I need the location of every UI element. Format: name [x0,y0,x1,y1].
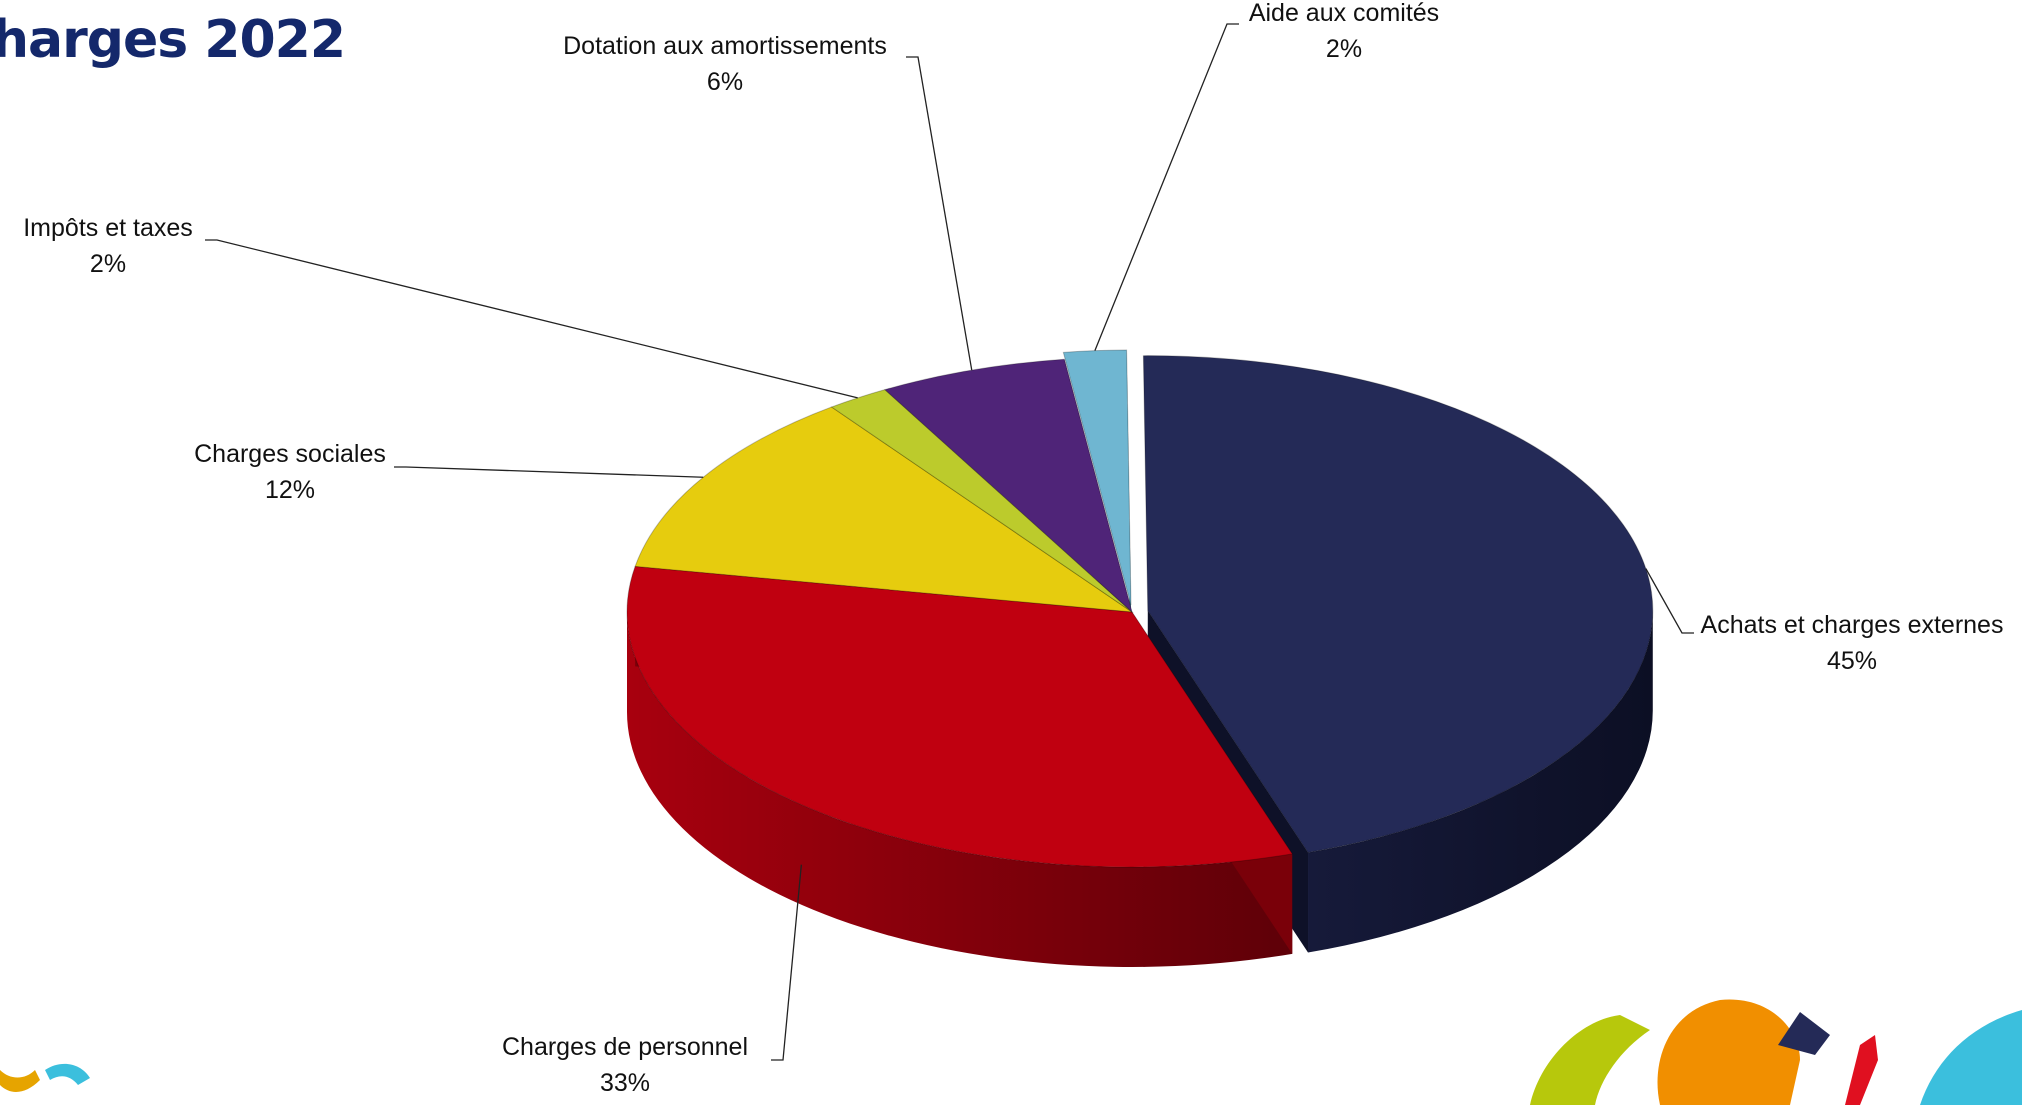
chart-title: harges 2022 [0,10,346,70]
logo-navy-shape [1778,1012,1830,1055]
leader-line-charges-sociales [394,466,704,478]
data-labels: Achats et charges externes 45% Charges de … [23,0,2003,1097]
data-label-impots-et-taxes: Impôts et taxes [23,214,193,242]
data-label-charges-sociales: Charges sociales [194,440,386,468]
logo-cyan-shape [1920,1010,2022,1105]
logo-small-mark-2 [45,1063,90,1085]
leader-line-achats-et-charges-externes [1645,568,1694,634]
logo-green-shape [1530,1015,1650,1105]
pie-slice-impots-et-taxes [830,389,1133,613]
leader-line-aide-aux-comites [1094,23,1239,351]
data-value-charges-sociales: 12% [265,476,315,504]
data-value-achats-et-charges-externes: 45% [1827,647,1877,675]
data-value-impots-et-taxes: 2% [90,250,126,278]
pie-slices [626,349,1654,968]
pie-slice-charges-de-personnel [626,565,1294,868]
data-label-charges-de-personnel: Charges de personnel [502,1033,748,1061]
pie-side-charges-de-personnel [627,612,1293,968]
pie-slice-charges-sociales [634,406,1134,613]
data-value-dotation-aux-amortissements: 6% [707,68,743,96]
leader-lines [205,23,1694,1061]
pie-slice-dotation-aux-amortissements [883,358,1133,614]
pie-side-achats-et-charges-externes [1308,610,1653,953]
decorative-logo-shapes [0,999,2022,1105]
logo-red-shape [1845,1035,1878,1105]
data-label-dotation-aux-amortissements: Dotation aux amortissements [563,32,887,60]
data-label-aide-aux-comites: Aide aux comités [1249,0,1439,27]
leader-line-charges-de-personnel [771,864,803,1061]
logo-orange-shape [1657,999,1800,1105]
data-value-charges-de-personnel: 33% [600,1069,650,1097]
leader-line-dotation-aux-amortissements [906,56,973,371]
data-label-achats-et-charges-externes: Achats et charges externes [1701,611,2004,639]
leader-line-impots-et-taxes [205,239,858,399]
logo-small-mark [0,1070,40,1092]
data-value-aide-aux-comites: 2% [1326,35,1362,63]
pie-slice-achats-et-charges-externes [1142,355,1654,854]
